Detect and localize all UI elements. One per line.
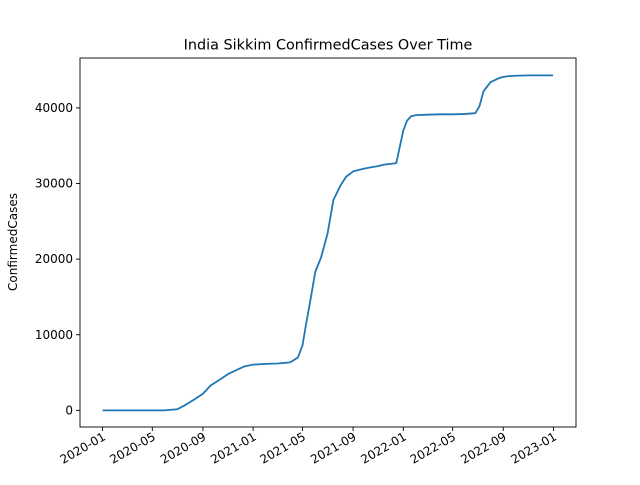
x-tick-label-4: 2021-01: [208, 429, 258, 466]
chart-title: India Sikkim ConfirmedCases Over Time: [184, 38, 473, 54]
y-axis-label: ConfirmedCases: [6, 193, 20, 291]
y-tick-label-3: 20000: [35, 252, 73, 266]
y-tick-label-1: 0: [65, 403, 73, 417]
y-tick-label-2: 10000: [35, 328, 73, 342]
x-tick-label-1: 2020-01: [58, 429, 108, 466]
x-tick-label-6: 2021-09: [308, 429, 358, 466]
x-tick-label-7: 2022-01: [358, 429, 408, 466]
x-tick-label-2: 2020-05: [107, 429, 157, 466]
series-layer: [102, 74, 554, 412]
x-tick-label-9: 2022-09: [458, 429, 508, 466]
y-tick-label-4: 30000: [35, 177, 73, 191]
x-tick-label-8: 2022-05: [408, 429, 458, 466]
series-line-1: [102, 74, 554, 412]
axes-layer: 0 10000 20000 30000 40000 2020-01 2020-05 2020-…: [35, 57, 577, 467]
x-tick-label-5: 2021-05: [258, 429, 308, 466]
y-tick-label-5: 40000: [35, 101, 73, 115]
plot-frame: [79, 57, 577, 428]
x-tick-label-3: 2020-09: [158, 429, 208, 466]
x-tick-label-10: 2023-01: [509, 429, 559, 466]
